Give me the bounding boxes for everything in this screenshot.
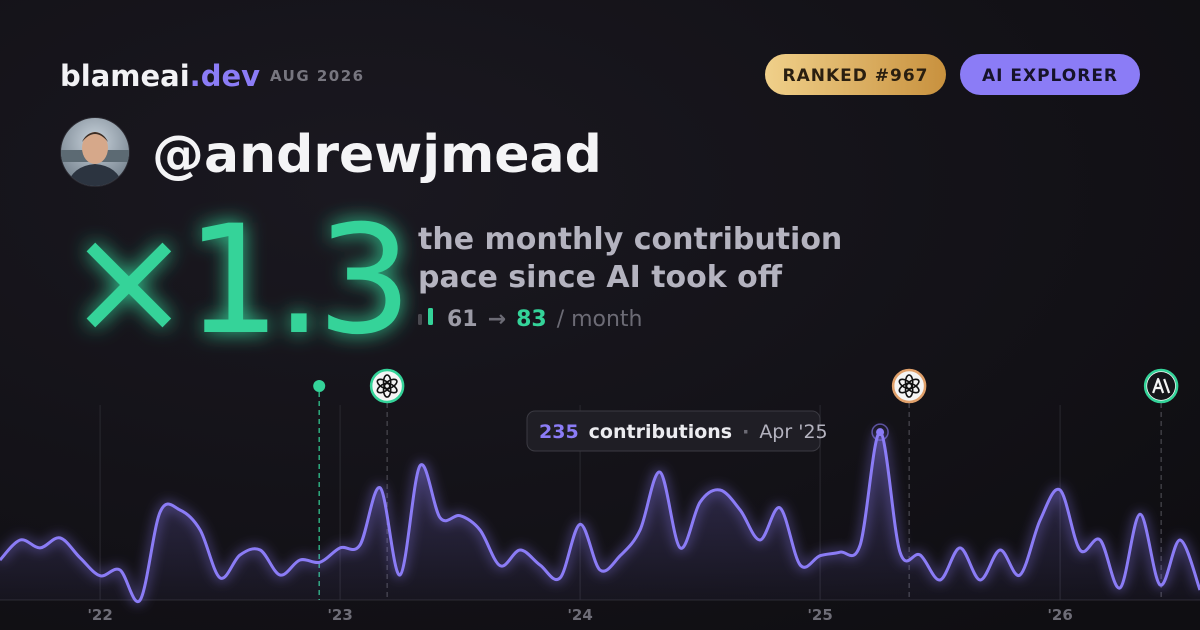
x-tick-label: '22 — [87, 606, 112, 624]
after-icon — [428, 308, 433, 325]
brand: blameai.dev — [60, 59, 260, 93]
event-icon-ring — [369, 368, 405, 404]
rank-badge-text: RANKED #967 — [782, 66, 928, 86]
event-icon — [369, 368, 405, 404]
arrow: → — [488, 307, 506, 332]
anthropic-logo — [1152, 377, 1171, 394]
tooltip: 235 contributions · Apr '25 — [539, 421, 828, 443]
event-icon — [891, 368, 927, 404]
area-fill — [0, 432, 1200, 602]
openai-petal — [376, 378, 391, 390]
description-line: the monthly contribution — [418, 222, 842, 257]
multiplier: ×1.3 — [66, 194, 406, 368]
before-icon — [418, 314, 422, 325]
line — [0, 430, 1200, 604]
avatar — [60, 117, 130, 187]
highlight-ring — [871, 423, 889, 441]
tier-badge-text: AI EXPLORER — [982, 66, 1118, 86]
x-tick-label: '23 — [327, 606, 352, 624]
x-tick-label: '24 — [567, 606, 592, 624]
tier-badge — [960, 54, 1140, 95]
event-icon-ring — [891, 368, 927, 404]
unit: / month — [557, 307, 643, 332]
tooltip-value: 235 — [539, 421, 579, 443]
tooltip-unit: contributions — [589, 421, 732, 443]
tooltip-separator: · — [742, 421, 749, 443]
rank-badge — [765, 54, 946, 95]
before-value: 61 — [447, 307, 478, 332]
openai-petal — [898, 378, 913, 390]
stats: 61 → 83 / month — [447, 307, 643, 332]
tooltip-date: Apr '25 — [759, 421, 827, 443]
x-tick-label: '25 — [807, 606, 832, 624]
brand-tld: .dev — [190, 59, 260, 93]
tooltip-box — [526, 410, 821, 452]
description-line: pace since AI took off — [418, 260, 783, 295]
date: AUG 2026 — [270, 67, 365, 85]
after-value: 83 — [516, 307, 547, 332]
x-tick-label: '26 — [1047, 606, 1072, 624]
brand-name: blameai — [60, 59, 190, 93]
event-icon — [1143, 368, 1179, 404]
chart: '22 '23 '24 '25 '26 235 contributions · Apr '25 — [0, 368, 1200, 624]
highlight-dot — [876, 428, 885, 437]
event-dot — [313, 380, 326, 392]
username: @andrewjmead — [152, 125, 602, 185]
